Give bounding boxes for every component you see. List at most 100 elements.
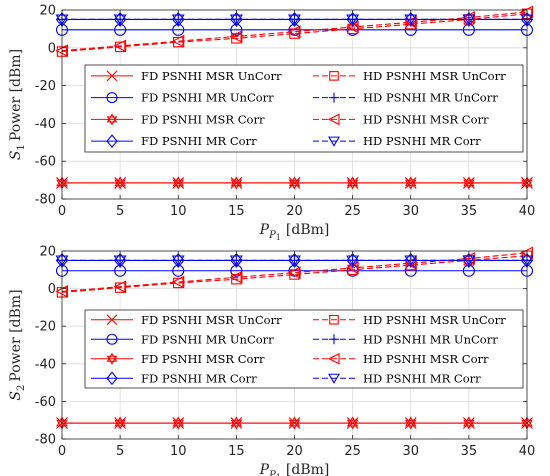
- legend-label: FD PSNHI MR UnCorr: [141, 332, 274, 346]
- x-tick-label: 35: [461, 444, 478, 459]
- legend-label: HD PSNHI MR UnCorr: [363, 91, 498, 105]
- data-point-marker: [229, 255, 243, 267]
- legend-label: HD PSNHI MR Corr: [363, 371, 481, 385]
- x-tick-label: 20: [286, 444, 303, 459]
- legend-item: FD PSNHI MR Corr: [91, 134, 257, 148]
- y-tick-label: -60: [35, 395, 56, 410]
- legend-label: FD PSNHI MSR Corr: [141, 112, 265, 126]
- data-point-marker: [346, 416, 359, 430]
- data-point-marker: [172, 416, 184, 430]
- series-fd-psnhi-msr-corr: [56, 176, 533, 190]
- legend-swatch-marker: [106, 70, 118, 82]
- y-tick-label: 0: [48, 41, 56, 56]
- legend-swatch-marker: [106, 134, 118, 148]
- data-point-marker: [114, 416, 126, 430]
- data-point-marker: [172, 176, 184, 190]
- legend-label: HD PSNHI MSR UnCorr: [363, 69, 506, 83]
- legend-label: FD PSNHI MR Corr: [141, 371, 257, 385]
- y-label-text: Power [dBm]: [8, 49, 24, 141]
- legend-swatch-marker: [328, 373, 340, 384]
- legend-swatch-marker: [327, 352, 340, 365]
- legend-swatch-marker: [329, 334, 339, 345]
- x-tick-label: 5: [116, 444, 124, 459]
- data-point-marker: [288, 14, 301, 26]
- data-point-marker: [404, 14, 418, 26]
- x-axis-label: PP1 [dBm]: [259, 222, 330, 242]
- y-label-symbol: S: [8, 391, 24, 401]
- legend-label: HD PSNHI MR UnCorr: [363, 332, 498, 346]
- x-tick-label: 40: [519, 444, 536, 459]
- x-tick-label: 15: [228, 204, 245, 219]
- legend-item: FD PSNHI MR Corr: [91, 371, 257, 385]
- y-tick-label: 0: [48, 282, 56, 297]
- x-label-symbol: P: [259, 222, 270, 238]
- series-hd-psnhi-mr-corr: [55, 255, 534, 267]
- data-point-marker: [405, 176, 417, 190]
- legend-item: FD PSNHI MSR UnCorr: [91, 69, 282, 83]
- legend-label: HD PSNHI MR Corr: [363, 134, 481, 148]
- data-point-marker: [230, 176, 243, 190]
- x-tick-label: 0: [58, 204, 66, 219]
- y-tick-label: -40: [35, 357, 56, 372]
- data-point-marker: [113, 280, 127, 294]
- data-point-marker: [171, 14, 185, 26]
- data-point-marker: [171, 255, 185, 267]
- legend-swatch-marker: [106, 314, 118, 326]
- legend-item: HD PSNHI MR Corr: [313, 371, 481, 385]
- x-label-symbol: P: [259, 462, 270, 476]
- legend: FD PSNHI MSR UnCorr FD PSNHI MR UnCorr FD …: [84, 64, 524, 153]
- legend-item: HD PSNHI MR UnCorr: [313, 332, 498, 346]
- data-point-marker: [346, 14, 360, 26]
- legend-swatch-marker: [327, 113, 340, 126]
- legend-swatch-marker: [329, 92, 339, 103]
- x-tick-label: 10: [170, 204, 187, 219]
- data-point-marker: [346, 255, 360, 267]
- legend-swatch-marker: [329, 71, 339, 81]
- legend-swatch-marker: [106, 113, 118, 126]
- y-label-subscript: 1: [16, 144, 27, 150]
- x-tick-label: 5: [116, 204, 124, 219]
- data-point-marker: [171, 275, 185, 289]
- legend-item: FD PSNHI MSR Corr: [91, 112, 265, 126]
- legend-item: FD PSNHI MSR UnCorr: [91, 313, 282, 327]
- x-label-subsubscript: 1: [276, 473, 281, 476]
- chart-panel-bottom: 0510152025303540200-20-40-60-80PP1[dBm]S…: [8, 245, 535, 476]
- x-label-unit: [dBm]: [286, 462, 329, 476]
- legend-label: FD PSNHI MSR UnCorr: [141, 69, 282, 83]
- data-point-marker: [230, 416, 243, 430]
- legend-item: FD PSNHI MSR Corr: [91, 352, 265, 366]
- series-fd-psnhi-mr-uncorr: [55, 264, 534, 277]
- legend-swatch-marker: [328, 136, 340, 147]
- x-tick-label: 30: [402, 444, 419, 459]
- y-label-symbol: S: [8, 150, 24, 160]
- series-line: [61, 255, 528, 293]
- x-tick-label: 10: [170, 444, 187, 459]
- data-point-marker: [113, 14, 127, 26]
- legend-box: [84, 64, 524, 153]
- y-label-text: Power [dBm]: [8, 289, 24, 381]
- x-tick-label: 25: [344, 444, 361, 459]
- data-point-marker: [113, 39, 127, 53]
- data-point-marker: [171, 34, 185, 48]
- legend-box: [84, 309, 524, 389]
- x-label-subsubscript: 1: [276, 233, 281, 242]
- data-point-marker: [463, 176, 475, 190]
- x-tick-label: 40: [519, 204, 536, 219]
- data-point-marker: [113, 255, 127, 267]
- legend-swatch-marker: [106, 371, 118, 386]
- legend-label: FD PSNHI MSR Corr: [141, 352, 265, 366]
- x-label-unit: [dBm]: [286, 222, 329, 238]
- legend-swatch-marker: [106, 92, 118, 104]
- legend-item: HD PSNHI MSR UnCorr: [313, 69, 506, 83]
- y-tick-label: -60: [35, 155, 56, 170]
- data-point-marker: [346, 176, 359, 190]
- x-tick-label: 15: [228, 444, 245, 459]
- data-point-marker: [114, 176, 126, 190]
- legend-item: HD PSNHI MSR Corr: [313, 112, 489, 126]
- legend-swatch-marker: [106, 333, 118, 345]
- legend-item: FD PSNHI MR UnCorr: [91, 91, 274, 105]
- legend-label: HD PSNHI MSR Corr: [363, 112, 489, 126]
- y-axis-label: S2 Power [dBm]: [8, 289, 27, 400]
